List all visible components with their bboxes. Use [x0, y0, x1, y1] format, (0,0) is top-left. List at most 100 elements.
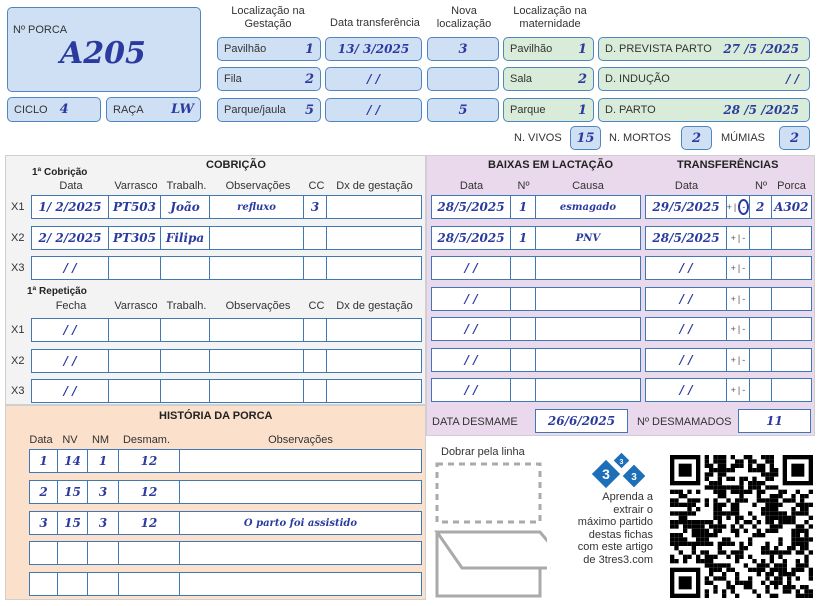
transfer-date-cell[interactable]: / /: [646, 349, 728, 371]
transfer-sign-cell[interactable]: + | -: [727, 379, 750, 401]
first-mating-cell-cc[interactable]: [304, 227, 327, 249]
transfer-sign-cell[interactable]: + | -: [727, 288, 750, 310]
repeat-mating-cell-trabalh-[interactable]: [161, 380, 210, 402]
plus-option[interactable]: +: [730, 385, 736, 395]
transfer-sow-cell[interactable]: [772, 288, 812, 310]
maternity-date-field[interactable]: D. PARTO 28 /5 /2025: [598, 98, 810, 122]
maternity-field[interactable]: Pavilhão 1: [503, 37, 594, 61]
baixas-cause-cell[interactable]: [536, 379, 640, 401]
history-nm-cell[interactable]: [88, 542, 119, 564]
history-notes-cell[interactable]: [180, 542, 421, 564]
transfer-count-cell[interactable]: [750, 349, 772, 371]
ciclo-field[interactable]: CICLO 4: [7, 97, 101, 122]
baixas-cause-cell[interactable]: PNV: [575, 232, 601, 244]
history-nv-cell[interactable]: 15: [58, 512, 88, 534]
history-nv-cell[interactable]: 14: [58, 450, 88, 472]
repeat-mating-cell-dx-de-gesta-o[interactable]: [327, 380, 420, 402]
history-notes-cell[interactable]: O parto foi assistido: [243, 517, 358, 529]
first-mating-cell-observa-es[interactable]: [210, 257, 304, 279]
baixas-cause-cell[interactable]: esmagado: [559, 201, 617, 213]
plus-option[interactable]: +: [730, 355, 736, 365]
transfer-sign-cell[interactable]: + | -: [727, 349, 750, 371]
transfer-sow-cell[interactable]: [772, 349, 812, 371]
mortos-field[interactable]: 2: [681, 126, 712, 150]
gestation-field[interactable]: Fila 2: [217, 67, 321, 91]
transfer-date-cell[interactable]: 28/5/2025: [646, 227, 728, 249]
baixas-date-cell[interactable]: / /: [432, 379, 511, 401]
transfer-sign-cell[interactable]: + | -: [727, 196, 750, 218]
history-nv-cell[interactable]: [58, 542, 88, 564]
history-notes-cell[interactable]: [180, 481, 421, 503]
new-location-field[interactable]: 3: [427, 37, 499, 61]
maternity-date-field[interactable]: D. PREVISTA PARTO 27 /5 /2025: [598, 37, 810, 61]
history-nm-cell[interactable]: 1: [88, 450, 119, 472]
first-mating-cell-trabalh-[interactable]: [161, 257, 210, 279]
plus-option[interactable]: +: [730, 233, 736, 243]
first-mating-cell-cc[interactable]: [304, 257, 327, 279]
history-notes-cell[interactable]: [180, 450, 421, 472]
history-date-cell[interactable]: 3: [30, 512, 58, 534]
baixas-cause-cell[interactable]: [536, 257, 640, 279]
plus-option[interactable]: +: [730, 324, 736, 334]
history-date-cell[interactable]: [30, 573, 58, 595]
transfer-sign-cell[interactable]: + | -: [727, 257, 750, 279]
first-mating-cell-dx-de-gesta-o[interactable]: [327, 196, 420, 218]
weaned-count-field[interactable]: 11: [738, 409, 811, 433]
transfer-count-cell[interactable]: [750, 288, 772, 310]
baixas-count-cell[interactable]: 1: [511, 227, 536, 249]
repeat-mating-cell-varrasco[interactable]: [109, 380, 161, 402]
repeat-mating-cell-dx-de-gesta-o[interactable]: [327, 350, 420, 372]
history-weaned-cell[interactable]: [119, 573, 180, 595]
transfer-date-field[interactable]: 13/ 3/2025: [325, 37, 422, 61]
history-date-cell[interactable]: 1: [30, 450, 58, 472]
first-mating-cell-data[interactable]: 2/ 2/2025: [32, 227, 109, 249]
history-nm-cell[interactable]: 3: [88, 512, 119, 534]
history-weaned-cell[interactable]: 12: [119, 512, 180, 534]
repeat-mating-cell-dx-de-gesta-o[interactable]: [327, 319, 420, 341]
history-nm-cell[interactable]: [88, 573, 119, 595]
history-nv-cell[interactable]: [58, 573, 88, 595]
transfer-sow-cell[interactable]: [772, 257, 812, 279]
repeat-mating-cell-observa-es[interactable]: [210, 319, 304, 341]
mumias-field[interactable]: 2: [779, 126, 810, 150]
baixas-date-cell[interactable]: / /: [432, 349, 511, 371]
maternity-field[interactable]: Sala 2: [503, 67, 594, 91]
transfer-sow-cell[interactable]: A302: [774, 200, 809, 214]
baixas-date-cell[interactable]: / /: [432, 318, 511, 340]
first-mating-cell-observa-es[interactable]: [210, 227, 304, 249]
baixas-date-cell[interactable]: / /: [432, 288, 511, 310]
repeat-mating-cell-fecha[interactable]: / /: [32, 319, 109, 341]
transfer-date-cell[interactable]: / /: [646, 288, 728, 310]
first-mating-cell-dx-de-gesta-o[interactable]: [327, 227, 420, 249]
repeat-mating-cell-cc[interactable]: [304, 380, 327, 402]
repeat-mating-cell-observa-es[interactable]: [210, 380, 304, 402]
minus-option[interactable]: -: [742, 385, 746, 395]
history-weaned-cell[interactable]: [119, 542, 180, 564]
plus-option[interactable]: +: [730, 294, 736, 304]
first-mating-cell-trabalh-[interactable]: João: [161, 196, 210, 218]
repeat-mating-cell-varrasco[interactable]: [109, 319, 161, 341]
repeat-mating-cell-trabalh-[interactable]: [161, 319, 210, 341]
transfer-date-field[interactable]: / /: [325, 98, 422, 122]
minus-option[interactable]: -: [742, 355, 746, 365]
first-mating-cell-cc[interactable]: 3: [304, 196, 327, 218]
baixas-count-cell[interactable]: [511, 257, 536, 279]
transfer-date-cell[interactable]: / /: [646, 379, 728, 401]
plus-option[interactable]: +: [727, 202, 732, 212]
plus-option[interactable]: +: [730, 263, 736, 273]
first-mating-cell-dx-de-gesta-o[interactable]: [327, 257, 420, 279]
transfer-sow-cell[interactable]: [772, 318, 812, 340]
transfer-count-cell[interactable]: 2: [750, 196, 772, 218]
baixas-count-cell[interactable]: 1: [511, 196, 536, 218]
first-mating-cell-trabalh-[interactable]: Filipa: [161, 227, 210, 249]
first-mating-cell-varrasco[interactable]: PT503: [109, 196, 161, 218]
maternity-date-field[interactable]: D. INDUÇÃO / /: [598, 67, 810, 91]
first-mating-cell-varrasco[interactable]: [109, 257, 161, 279]
baixas-count-cell[interactable]: [511, 349, 536, 371]
history-weaned-cell[interactable]: 12: [119, 450, 180, 472]
baixas-cause-cell[interactable]: [536, 288, 640, 310]
minus-option[interactable]: -: [742, 263, 746, 273]
transfer-date-cell[interactable]: 29/5/2025: [646, 196, 728, 218]
minus-option[interactable]: -: [742, 324, 746, 334]
gestation-field[interactable]: Parque/jaula 5: [217, 98, 321, 122]
